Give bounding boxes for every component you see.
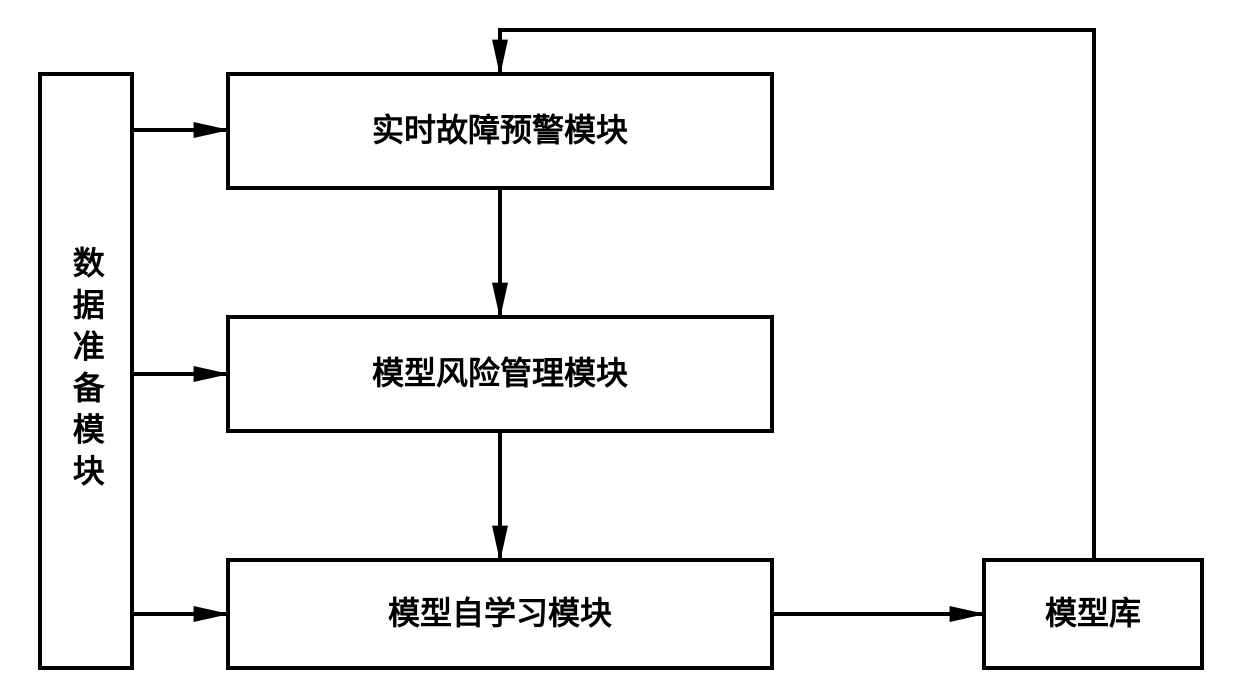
edges-layer (0, 0, 1240, 681)
edge-repo-to-realtime (500, 30, 1094, 558)
diagram-canvas: 数据准备模块实时故障预警模块模型风险管理模块模型自学习模块模型库 (0, 0, 1240, 681)
